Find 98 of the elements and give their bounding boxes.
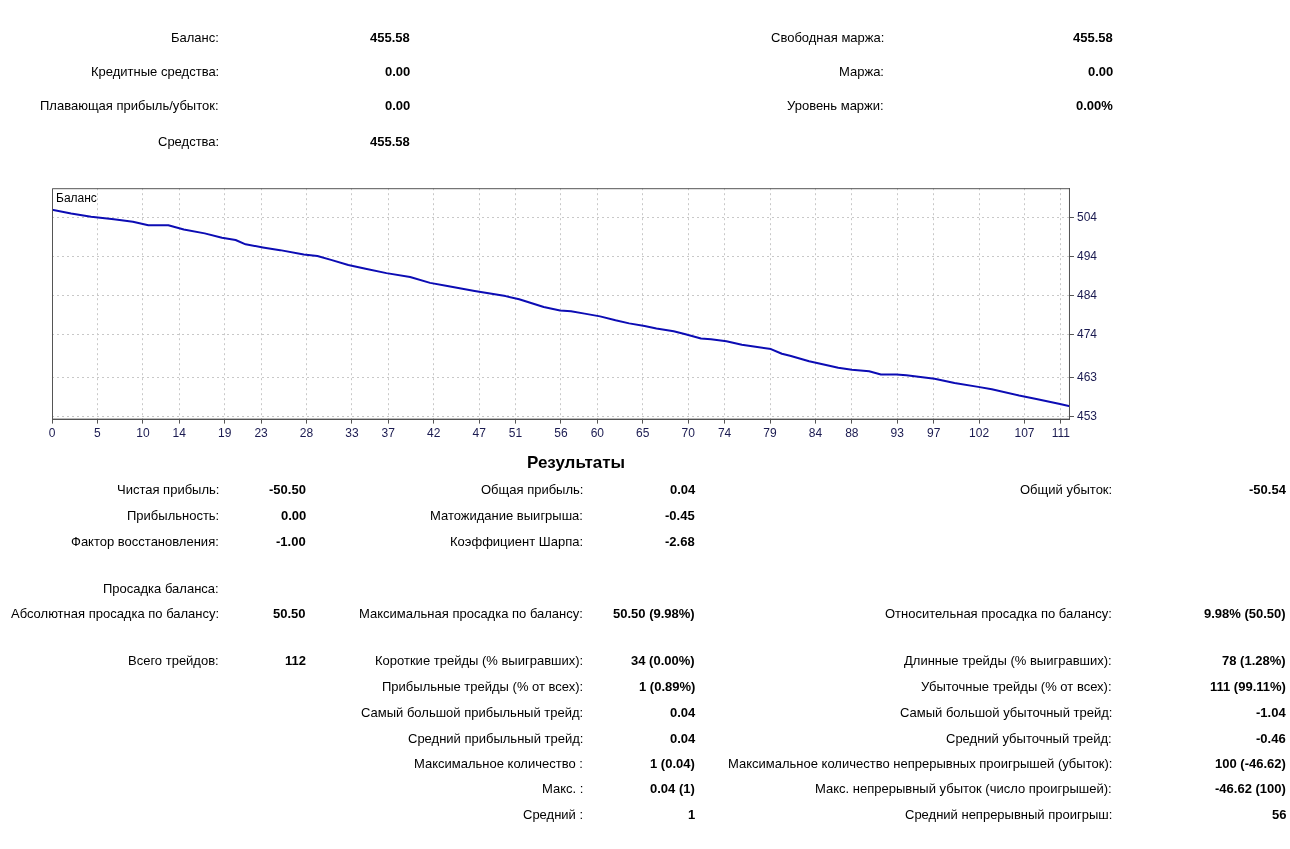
text: 455.58 <box>370 30 410 46</box>
x-tick-label: 102 <box>969 426 990 441</box>
text: 0.00 <box>385 98 411 114</box>
text: Максимальное количество непрерывных проигрышей (убыток): <box>728 756 1113 772</box>
text: 78 (1.28%) <box>1222 653 1286 669</box>
text: Чистая прибыль: <box>117 482 220 498</box>
x-tick-label: 0 <box>48 426 56 441</box>
text: 0.00 <box>1088 64 1114 80</box>
text: Баланс: <box>171 30 219 46</box>
x-tick-label: 79 <box>763 426 778 441</box>
text: 0.04 <box>670 482 696 498</box>
text: -1.04 <box>1256 705 1286 721</box>
text: 100 (-46.62) <box>1215 756 1286 772</box>
text: 56 <box>1272 807 1287 823</box>
text: 455.58 <box>1073 30 1113 46</box>
text: 50.50 <box>273 606 306 622</box>
text: Убыточные трейды (% от всех): <box>921 679 1112 695</box>
text: Макс. непрерывный убыток (число проигрышей): <box>815 781 1112 797</box>
text: Средний непрерывный проигрыш: <box>905 807 1113 823</box>
text: -1.00 <box>276 534 306 550</box>
x-tick-label: 5 <box>94 426 102 441</box>
x-tick-label: 10 <box>136 426 150 441</box>
text: Результаты <box>526 453 626 473</box>
text: 112 <box>285 653 306 669</box>
text: Средства: <box>158 134 220 150</box>
text: 0.04 <box>670 705 696 721</box>
text: Просадка баланса: <box>103 581 219 597</box>
x-tick-label: 70 <box>681 426 696 441</box>
text: 455.58 <box>370 134 410 150</box>
x-tick-label: 51 <box>508 426 523 441</box>
x-tick-label: 28 <box>299 426 314 441</box>
x-tick-label: 56 <box>554 426 568 441</box>
text: Длинные трейды (% выигравших): <box>904 653 1112 669</box>
text: -46.62 (100) <box>1215 781 1286 797</box>
x-tick-label: 33 <box>345 426 359 441</box>
text: Максимальная просадка по балансу: <box>359 606 583 622</box>
series-label: Баланс <box>56 190 97 205</box>
text: -50.54 <box>1249 482 1286 498</box>
text: -50.50 <box>269 482 306 498</box>
text: Общая прибыль: <box>481 482 584 498</box>
text: Прибыльные трейды (% от всех): <box>382 679 584 695</box>
text: -0.45 <box>665 508 695 524</box>
text: Уровень маржи: <box>787 98 884 114</box>
text: 0.00 <box>385 64 411 80</box>
text: Коэффициент Шарпа: <box>450 534 584 550</box>
text: 34 (0.00%) <box>631 653 695 669</box>
x-tick-label: 42 <box>427 426 441 441</box>
text: Всего трейдов: <box>128 653 219 669</box>
y-tick-label: 474 <box>1076 326 1098 341</box>
text: Короткие трейды (% выигравших): <box>375 653 584 669</box>
text: Средний : <box>523 807 584 823</box>
y-tick-label: 453 <box>1076 408 1098 423</box>
text: 0.04 (1) <box>650 781 695 797</box>
x-tick-label: 19 <box>218 426 232 441</box>
text: 0.00% <box>1076 98 1113 114</box>
x-tick-label: 65 <box>636 426 650 441</box>
x-tick-label: 74 <box>717 426 732 441</box>
x-tick-label: 111 <box>1051 426 1071 441</box>
x-tick-label: 60 <box>590 426 605 441</box>
y-tick-label: 494 <box>1076 249 1098 264</box>
text: Самый большой убыточный трейд: <box>900 705 1113 721</box>
text: Максимальное количество : <box>414 756 583 772</box>
text: -0.46 <box>1256 731 1286 747</box>
text: Абсолютная просадка по балансу: <box>11 606 220 622</box>
text: 1 (0.04) <box>650 756 695 772</box>
text: 1 <box>688 807 696 823</box>
x-tick-label: 107 <box>1014 426 1035 441</box>
x-tick-label: 97 <box>926 426 941 441</box>
y-tick-label: 463 <box>1076 369 1098 384</box>
y-tick-label: 484 <box>1076 288 1098 303</box>
text: Средний прибыльный трейд: <box>408 731 584 747</box>
text: -2.68 <box>665 534 695 550</box>
text: Плавающая прибыль/убыток: <box>40 98 219 114</box>
x-tick-label: 14 <box>172 426 187 441</box>
x-tick-label: 23 <box>254 426 269 441</box>
text: 9.98% (50.50) <box>1204 606 1286 622</box>
x-tick-label: 84 <box>808 426 823 441</box>
text: Общий убыток: <box>1020 482 1113 498</box>
text: Фактор восстановления: <box>71 534 219 550</box>
text: 1 (0.89%) <box>639 679 696 695</box>
text: Матожидание выигрыша: <box>430 508 583 524</box>
text: Средний убыточный трейд: <box>946 731 1112 747</box>
text: Относительная просадка по балансу: <box>885 606 1112 622</box>
text: Маржа: <box>839 64 884 80</box>
x-tick-label: 88 <box>845 426 859 441</box>
text: 0.00 <box>281 508 307 524</box>
x-tick-label: 93 <box>890 426 905 441</box>
y-tick-label: 504 <box>1076 210 1098 225</box>
text: Кредитные средства: <box>91 64 220 80</box>
text: Макс. : <box>542 781 584 797</box>
text: 111 (99.11%) <box>1210 679 1286 695</box>
text: Самый большой прибыльный трейд: <box>361 705 584 721</box>
text: Свободная маржа: <box>771 30 885 46</box>
text: Прибыльность: <box>127 508 220 524</box>
text: 50.50 (9.98%) <box>613 606 695 622</box>
text: 0.04 <box>670 731 696 747</box>
x-tick-label: 37 <box>381 426 396 441</box>
x-tick-label: 47 <box>472 426 487 441</box>
